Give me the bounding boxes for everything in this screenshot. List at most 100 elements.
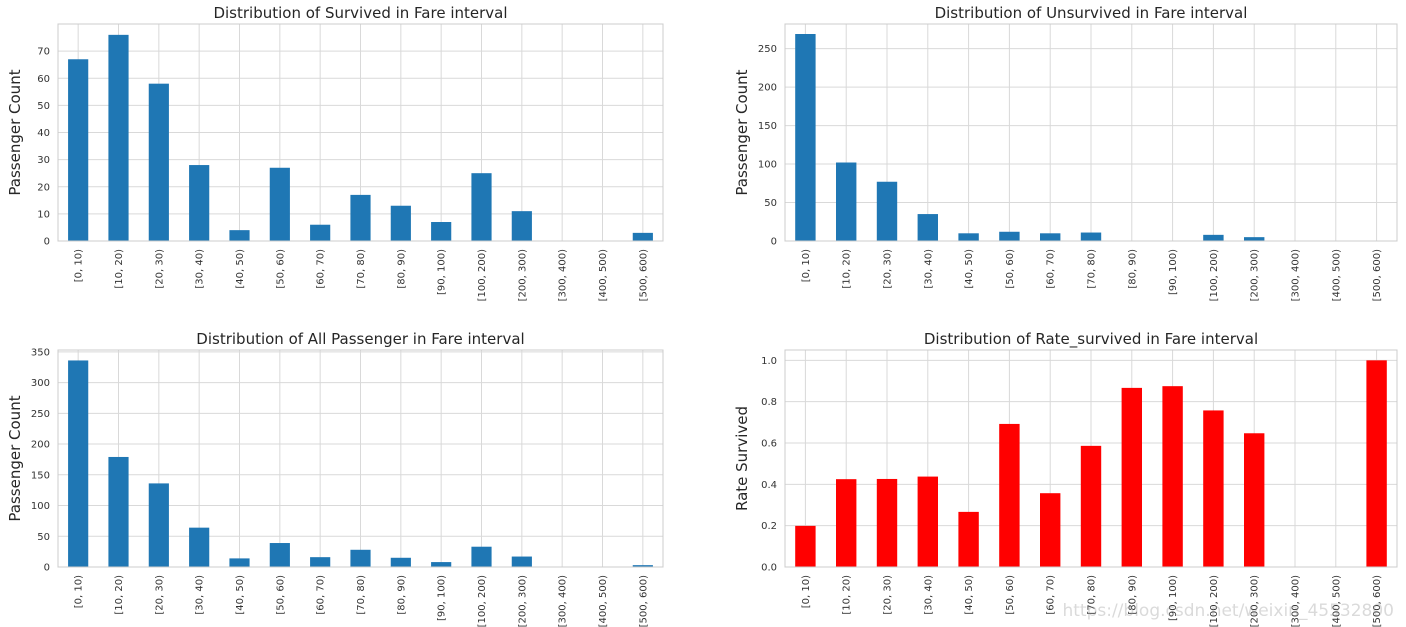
chart2-xtick-label-13: [400, 500) [1331,249,1342,301]
chart2-xtick-label-9: [90, 100) [1168,249,1179,295]
chart4-frame [784,349,1398,568]
chart1-xtick-label-1: [10, 20) [114,249,125,289]
chart4-xtick-label-10: [100, 200) [1209,575,1220,627]
chart3-bar-10 [471,546,492,567]
chart1-xtick-label-11: [200, 300) [517,249,528,301]
chart2-bar-3 [917,214,938,241]
chart1-xtick-label-2: [20, 30) [154,249,165,289]
chart1-bar-14 [632,232,653,241]
chart1-ytick-label-0: 0 [44,237,50,248]
chart3-ylabel: Passenger Count [6,395,24,521]
chart3-ytick-label-5: 250 [31,409,50,420]
chart3-xtick-label-5: [50, 60) [275,575,286,615]
chart3-bar-2 [148,483,169,567]
chart4-ytick-label-5: 1.0 [761,356,777,367]
chart2-xtick-label-2: [20, 30) [883,249,894,289]
chart2-ytick-label-4: 200 [758,83,777,94]
chart1-xtick-label-4: [40, 50) [235,249,246,289]
chart3-bar-5 [269,543,290,567]
chart3-ytick-label-3: 150 [31,470,50,481]
chart3-xtick-label-13: [400, 500) [598,575,609,627]
chart1-ytick-label-7: 70 [37,47,50,58]
chart3-ytick-label-4: 200 [31,440,50,451]
chart3-bar-7 [350,549,371,567]
chart4-bar-2 [876,478,898,567]
chart1-xtick-label-10: [100, 200) [477,249,488,301]
chart2-xtick-label-6: [60, 70) [1046,249,1057,289]
chart4-title: Distribution of Rate_survived in Fare in… [924,330,1258,349]
chart1-ytick-label-2: 20 [37,182,50,193]
chart4-xtick-label-9: [90, 100) [1168,575,1179,621]
chart3-bar-9 [431,562,452,567]
chart4-bar-8 [1121,387,1142,567]
chart2-bar-10 [1203,234,1224,241]
chart2-bar-5 [999,231,1020,241]
chart2-ytick-label-3: 150 [758,121,777,132]
chart3-bar-4 [229,558,250,567]
chart4-xtick-label-8: [80, 90) [1127,575,1138,615]
chart1-bar-11 [511,211,532,241]
chart3-xtick-label-9: [90, 100) [437,575,448,621]
watermark: https://blog.csdn.net/weixin_45532800 [1062,601,1394,621]
chart3-xtick-label-4: [40, 50) [235,575,246,615]
chart2-bar-6 [1040,233,1061,241]
chart1-bar-9 [431,222,452,241]
chart3-xtick-label-14: [500, 600) [638,575,649,627]
chart3-bar-1 [108,456,129,567]
chart2-xtick-label-11: [200, 300) [1250,249,1261,301]
chart4-xtick-label-12: [300, 400) [1291,575,1302,627]
chart1-bar-3 [189,165,210,241]
chart1-bar-2 [148,83,169,241]
chart1-xtick-label-12: [300, 400) [558,249,569,301]
chart2-xtick-label-10: [100, 200) [1209,249,1220,301]
chart1-xtick-label-8: [80, 90) [396,249,407,289]
chart2-bar-4 [958,233,979,241]
chart3-frame [57,349,664,568]
chart4-bar-14 [1366,360,1387,567]
chart1-bar-5 [269,167,290,241]
chart1-bar-1 [108,34,129,241]
chart2-xtick-label-4: [40, 50) [964,249,975,289]
chart3-xtick-label-12: [300, 400) [558,575,569,627]
chart4-xtick-label-3: [30, 40) [923,575,934,615]
chart2-ytick-label-0: 0 [771,237,777,248]
chart4-xtick-label-2: [20, 30) [883,575,894,615]
chart3-ytick-label-2: 100 [31,501,50,512]
chart1-ytick-label-3: 30 [37,155,50,166]
chart1-bar-10 [471,173,492,241]
chart2-bar-11 [1244,237,1265,241]
chart1-xtick-label-9: [90, 100) [437,249,448,295]
chart4-xtick-label-11: [200, 300) [1250,575,1261,627]
chart4-xtick-label-1: [10, 20) [842,575,853,615]
chart2-frame [784,23,1398,242]
chart4-ytick-label-3: 0.6 [761,439,777,450]
chart4-xtick-label-4: [40, 50) [964,575,975,615]
chart3-ytick-label-0: 0 [44,563,50,574]
chart4-bar-4 [958,511,979,567]
chart3-xtick-label-2: [20, 30) [154,575,165,615]
chart2-ylabel: Passenger Count [733,69,751,195]
chart4-xtick-label-5: [50, 60) [1005,575,1016,615]
chart2-xtick-label-12: [300, 400) [1291,249,1302,301]
chart1-ylabel: Passenger Count [6,69,24,195]
chart3-xtick-label-7: [70, 80) [356,575,367,615]
chart2-ytick-label-2: 100 [758,160,777,171]
chart2-xtick-label-8: [80, 90) [1127,249,1138,289]
chart3-bar-8 [390,557,411,567]
chart4-xtick-label-7: [70, 80) [1087,575,1098,615]
chart1-bar-6 [310,224,331,241]
chart4-ylabel: Rate Survived [733,406,751,511]
chart4-bar-10 [1203,410,1224,567]
chart3-bar-6 [310,557,331,567]
chart1-xtick-label-13: [400, 500) [598,249,609,301]
chart3-ytick-label-6: 300 [31,378,50,389]
chart2-ytick-label-1: 50 [764,198,777,209]
chart1-bar-8 [390,205,411,241]
chart4-bar-1 [836,479,857,567]
chart4-bar-5 [999,423,1020,567]
chart2-xtick-label-1: [10, 20) [842,249,853,289]
chart4-bar-11 [1244,433,1265,567]
chart4-xtick-label-6: [60, 70) [1046,575,1057,615]
chart1-frame [57,23,664,242]
chart2-bar-2 [876,181,898,241]
